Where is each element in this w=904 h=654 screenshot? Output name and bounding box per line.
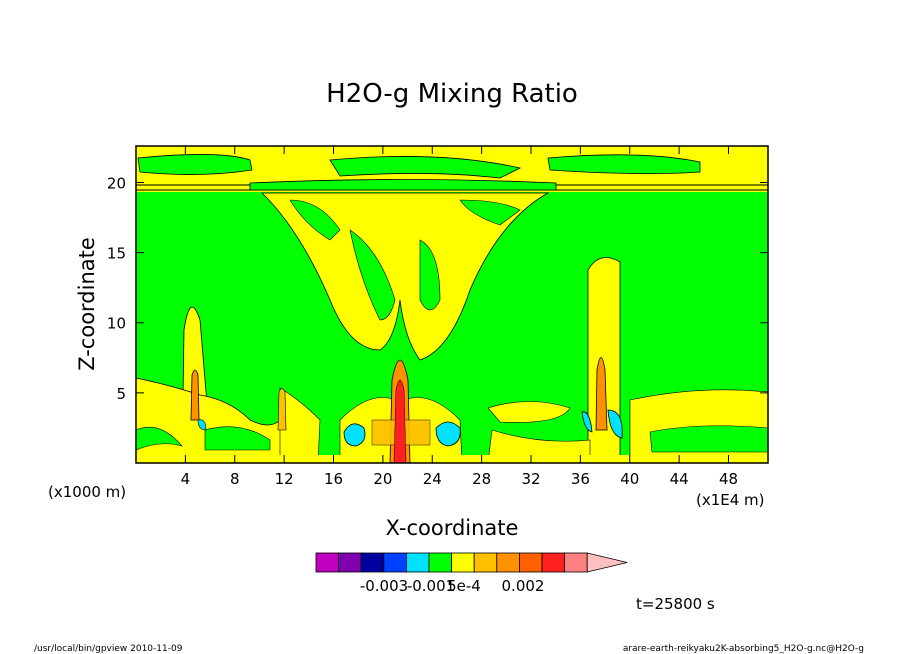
- y-tick-label: 15: [107, 245, 126, 263]
- colorbar-swatch: [496, 552, 520, 573]
- x-axis: 4 8 12 16 20 24 28 32 36 40 44 48: [181, 146, 738, 488]
- x-tick-label: 32: [521, 470, 540, 488]
- x-tick-label: 16: [324, 470, 343, 488]
- core-left: [190, 369, 200, 421]
- footer-right: arare-earth-reikyaku2K-absorbing5_H2O-g.…: [623, 644, 864, 654]
- colorbar-swatch: [428, 552, 453, 573]
- x-unit-left: (x1000 m): [48, 483, 126, 501]
- plot-field: [136, 146, 768, 463]
- x-tick-label: 36: [571, 470, 590, 488]
- colorbar-swatch: [564, 552, 588, 573]
- x-unit-right: (x1E4 m): [696, 491, 765, 509]
- colorbar-swatch: [405, 552, 430, 573]
- time-label: t=25800 s: [636, 595, 715, 613]
- upper-band-green: [137, 154, 253, 175]
- colorbar-label: -0.001: [407, 577, 455, 595]
- x-tick-label: 44: [670, 470, 689, 488]
- y-axis-label: Z-coordinate: [75, 237, 99, 371]
- cyan-patch-left: [343, 423, 366, 447]
- cyan-patch-right: [435, 421, 461, 447]
- colorbar-swatch: [519, 552, 543, 573]
- x-tick-label: 4: [181, 470, 191, 488]
- y-tick-label: 5: [116, 385, 126, 403]
- colorbar-label: 5e-4: [447, 577, 481, 595]
- x-tick-label: 48: [719, 470, 738, 488]
- colorbar: [315, 552, 628, 573]
- footer-left: /usr/local/bin/gpview 2010-11-09: [34, 644, 183, 654]
- y-axis: 5 10 15 20: [107, 174, 768, 403]
- core-right: [595, 357, 608, 431]
- colorbar-swatch: [360, 552, 385, 573]
- chart-title: H2O-g Mixing Ratio: [326, 79, 578, 109]
- y-tick-label: 10: [107, 315, 126, 333]
- colorbar-swatch: [541, 552, 566, 573]
- colorbar-label: 0.002: [502, 577, 545, 595]
- x-tick-label: 40: [620, 470, 639, 488]
- colorbar-swatch: [315, 552, 340, 573]
- colorbar-swatch: [451, 552, 475, 573]
- x-axis-label: X-coordinate: [386, 516, 519, 540]
- colorbar-swatch: [338, 552, 362, 573]
- x-tick-label: 28: [472, 470, 491, 488]
- colorbar-label: -0.003: [360, 577, 408, 595]
- x-tick-label: 24: [423, 470, 442, 488]
- colorbar-arrow: [586, 552, 628, 573]
- plot-frame: [135, 145, 769, 464]
- x-tick-label: 8: [230, 470, 240, 488]
- x-tick-label: 12: [275, 470, 294, 488]
- x-tick-label: 20: [373, 470, 392, 488]
- colorbar-swatch: [473, 552, 498, 573]
- y-tick-label: 20: [107, 174, 126, 192]
- colorbar-swatch: [383, 552, 407, 573]
